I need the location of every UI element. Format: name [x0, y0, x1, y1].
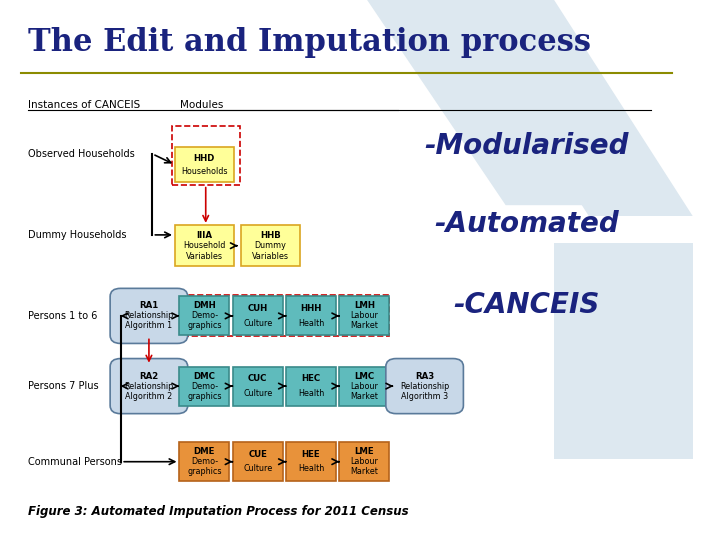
Text: Labour: Labour: [351, 457, 378, 466]
Text: DMH: DMH: [193, 301, 216, 310]
Text: Figure 3: Automated Imputation Process for 2011 Census: Figure 3: Automated Imputation Process f…: [27, 505, 408, 518]
Text: Algorithm 1: Algorithm 1: [125, 321, 173, 330]
FancyBboxPatch shape: [179, 367, 229, 406]
Text: HHH: HHH: [300, 304, 322, 313]
Text: Household: Household: [183, 241, 225, 250]
Text: Demo-: Demo-: [191, 382, 218, 390]
Text: Modules: Modules: [180, 100, 223, 110]
Text: CUC: CUC: [248, 374, 267, 383]
Text: Culture: Culture: [243, 319, 272, 328]
Text: graphics: graphics: [187, 321, 222, 330]
Text: HEE: HEE: [302, 450, 320, 459]
Text: Market: Market: [351, 321, 378, 330]
Text: LMC: LMC: [354, 372, 374, 381]
Text: HEC: HEC: [302, 374, 320, 383]
Text: -Modularised: -Modularised: [424, 132, 629, 160]
Text: HHB: HHB: [260, 231, 281, 240]
Text: HHD: HHD: [194, 154, 215, 163]
Text: Communal Persons: Communal Persons: [27, 457, 122, 467]
Text: -CANCEIS: -CANCEIS: [454, 291, 600, 319]
FancyBboxPatch shape: [233, 367, 283, 406]
Text: Demo-: Demo-: [191, 457, 218, 466]
FancyBboxPatch shape: [175, 147, 234, 183]
Text: Culture: Culture: [243, 464, 272, 474]
Polygon shape: [367, 0, 610, 205]
FancyBboxPatch shape: [286, 296, 336, 335]
Text: Market: Market: [351, 392, 378, 401]
Text: Algorithm 3: Algorithm 3: [401, 392, 448, 401]
FancyBboxPatch shape: [110, 288, 188, 343]
FancyBboxPatch shape: [233, 296, 283, 335]
Text: DMC: DMC: [194, 372, 215, 381]
Text: Health: Health: [298, 319, 324, 328]
Text: CUE: CUE: [248, 450, 267, 459]
Text: Demo-: Demo-: [191, 312, 218, 320]
FancyBboxPatch shape: [286, 442, 336, 481]
FancyBboxPatch shape: [386, 359, 464, 414]
FancyBboxPatch shape: [339, 442, 390, 481]
Text: LME: LME: [354, 447, 374, 456]
Polygon shape: [554, 243, 693, 459]
Text: Persons 1 to 6: Persons 1 to 6: [27, 311, 97, 321]
Text: Relationship: Relationship: [125, 382, 174, 390]
Polygon shape: [450, 0, 693, 216]
Text: Algorithm 2: Algorithm 2: [125, 392, 173, 401]
Text: The Edit and Imputation process: The Edit and Imputation process: [27, 27, 590, 58]
Text: graphics: graphics: [187, 392, 222, 401]
Text: RA2: RA2: [139, 372, 158, 381]
Text: RA3: RA3: [415, 372, 434, 381]
Text: DME: DME: [194, 447, 215, 456]
Text: Health: Health: [298, 464, 324, 474]
FancyBboxPatch shape: [286, 367, 336, 406]
Text: Dummy: Dummy: [254, 241, 286, 250]
Text: Variables: Variables: [186, 252, 223, 261]
Text: Culture: Culture: [243, 389, 272, 398]
Text: Persons 7 Plus: Persons 7 Plus: [27, 381, 99, 391]
FancyBboxPatch shape: [110, 359, 188, 414]
Text: Market: Market: [351, 467, 378, 476]
Text: Instances of CANCEIS: Instances of CANCEIS: [27, 100, 140, 110]
Text: Dummy Households: Dummy Households: [27, 230, 126, 240]
Text: IIIA: IIIA: [197, 231, 212, 240]
FancyBboxPatch shape: [339, 296, 390, 335]
FancyBboxPatch shape: [240, 226, 300, 266]
Text: -Automated: -Automated: [434, 210, 618, 238]
FancyBboxPatch shape: [175, 226, 234, 266]
FancyBboxPatch shape: [339, 367, 390, 406]
Text: LMH: LMH: [354, 301, 375, 310]
Text: Relationship: Relationship: [125, 312, 174, 320]
Text: Variables: Variables: [252, 252, 289, 261]
Text: CUH: CUH: [248, 304, 268, 313]
FancyBboxPatch shape: [179, 296, 229, 335]
Text: Labour: Labour: [351, 312, 378, 320]
Text: Households: Households: [181, 167, 228, 176]
Text: Relationship: Relationship: [400, 382, 449, 390]
FancyBboxPatch shape: [233, 442, 283, 481]
FancyBboxPatch shape: [179, 442, 229, 481]
Text: Observed Households: Observed Households: [27, 149, 135, 159]
Text: Health: Health: [298, 389, 324, 398]
Text: Labour: Labour: [351, 382, 378, 390]
Text: graphics: graphics: [187, 467, 222, 476]
Text: RA1: RA1: [139, 301, 158, 310]
